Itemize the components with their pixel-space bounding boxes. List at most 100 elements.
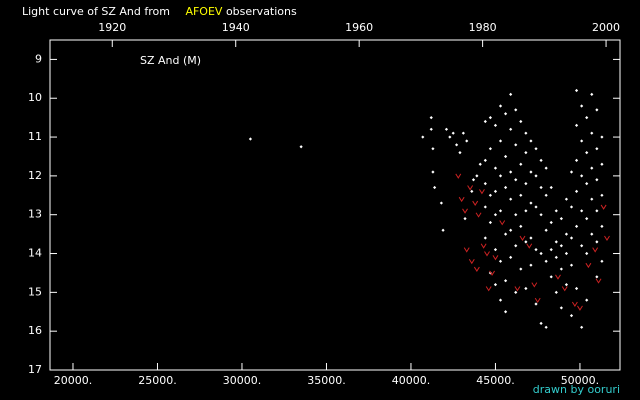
observation-point xyxy=(590,197,594,201)
observation-point xyxy=(524,182,528,186)
x2-tick-label: 1920 xyxy=(98,21,126,34)
y-tick-label: 15 xyxy=(28,285,42,298)
upper-limit-point xyxy=(475,212,482,218)
observation-point xyxy=(549,185,553,190)
observation-point xyxy=(514,178,518,182)
plot-frame xyxy=(49,39,621,371)
observation-point xyxy=(493,282,498,287)
upper-limit-point xyxy=(514,286,521,292)
upper-limit-point xyxy=(534,297,541,304)
observation-point xyxy=(493,123,498,128)
observation-point xyxy=(519,162,523,166)
observation-point xyxy=(574,189,579,194)
observation-point xyxy=(299,145,303,149)
observation-point xyxy=(529,236,533,240)
observation-point xyxy=(431,170,435,174)
upper-limit-point xyxy=(472,200,479,207)
observation-point xyxy=(554,290,558,294)
observation-point xyxy=(519,193,523,197)
observation-point xyxy=(595,108,599,112)
observation-point xyxy=(514,213,518,217)
upper-limit-point xyxy=(462,208,468,214)
observation-point xyxy=(590,92,594,96)
observation-point xyxy=(529,170,533,174)
observation-point xyxy=(585,182,589,186)
observation-point xyxy=(590,166,594,170)
upper-limit-point xyxy=(455,173,462,179)
credit: drawn by ooruri xyxy=(533,383,620,396)
y-tick-label: 14 xyxy=(28,247,42,260)
upper-limit-point xyxy=(473,266,480,273)
upper-limit-point xyxy=(485,286,492,292)
observation-point xyxy=(483,236,487,240)
observation-point xyxy=(509,127,513,131)
upper-limit-point xyxy=(555,274,561,280)
observation-point xyxy=(461,131,465,135)
y-tick-label: 17 xyxy=(28,363,42,376)
observation-point xyxy=(600,259,604,263)
observation-point xyxy=(248,137,253,141)
upper-limit-point xyxy=(595,278,602,284)
observation-point xyxy=(534,302,538,306)
observation-point xyxy=(524,240,528,244)
observation-point xyxy=(574,286,579,291)
upper-limit-point xyxy=(484,251,490,257)
observation-point xyxy=(574,158,579,162)
observation-point xyxy=(514,244,518,248)
observation-point xyxy=(585,298,589,302)
observation-point xyxy=(580,174,584,178)
observation-point xyxy=(539,185,543,190)
observation-point xyxy=(478,162,482,166)
upper-limit-point xyxy=(468,259,475,265)
observation-point xyxy=(590,131,594,135)
observation-point xyxy=(448,135,452,139)
observation-point xyxy=(493,213,498,217)
observation-point xyxy=(554,255,558,260)
observation-point xyxy=(498,174,503,178)
y-tick-label: 11 xyxy=(28,130,42,143)
observation-point xyxy=(564,232,569,236)
observation-point xyxy=(549,275,553,279)
title-highlight: AFOEV xyxy=(185,5,222,18)
observation-point xyxy=(519,267,523,271)
observation-point xyxy=(554,209,558,213)
observation-point xyxy=(503,279,508,283)
upper-limit-point xyxy=(463,247,470,253)
observation-point xyxy=(539,251,543,256)
title-suffix: observations xyxy=(226,5,297,18)
observation-point xyxy=(600,224,604,228)
observation-point xyxy=(429,127,433,131)
observation-point xyxy=(488,220,492,225)
y-tick-label: 9 xyxy=(35,52,42,65)
observation-point xyxy=(524,209,528,213)
upper-limit-point xyxy=(571,301,578,307)
observation-point xyxy=(534,205,538,209)
x-tick-label: 25000. xyxy=(138,374,177,387)
observation-point xyxy=(498,259,503,263)
observation-point xyxy=(549,248,553,252)
observation-point xyxy=(529,201,533,205)
observation-point xyxy=(574,88,579,93)
observation-point xyxy=(433,185,437,190)
upper-limit-point xyxy=(480,243,487,249)
observation-point xyxy=(519,119,523,124)
observation-point xyxy=(483,119,487,124)
observation-point xyxy=(509,255,513,260)
observation-point xyxy=(524,286,528,291)
observation-point xyxy=(483,158,487,162)
observation-point xyxy=(574,123,579,128)
observation-point xyxy=(534,147,538,151)
observation-point xyxy=(488,147,492,151)
observation-point xyxy=(509,170,513,174)
observation-point xyxy=(574,224,579,228)
observation-point xyxy=(514,108,518,112)
observation-point xyxy=(585,216,589,221)
observation-point xyxy=(493,248,498,252)
upper-limit-point xyxy=(519,235,526,241)
observation-point xyxy=(544,193,548,197)
observation-point xyxy=(544,259,548,263)
x-tick-label: 20000. xyxy=(54,374,93,387)
observation-point xyxy=(590,232,594,236)
observation-point xyxy=(544,166,548,170)
observation-point xyxy=(600,162,604,166)
